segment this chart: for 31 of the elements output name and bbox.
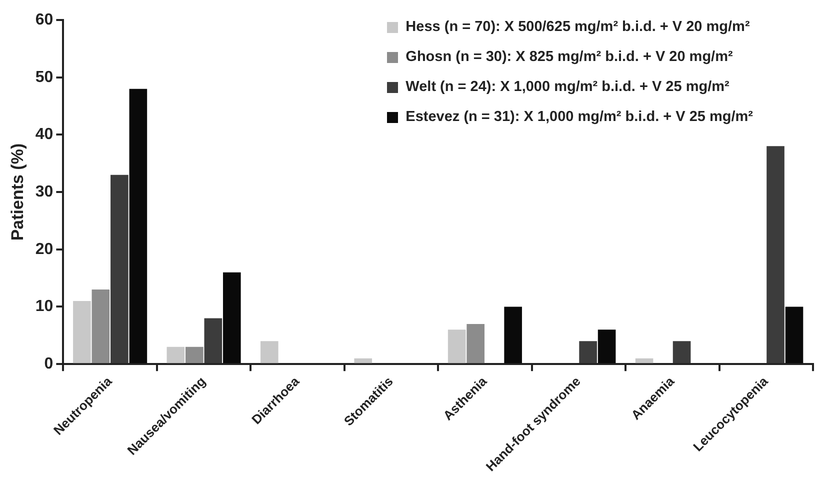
bar [166,346,185,364]
bar [766,146,784,364]
legend-label: Ghosn (n = 30): X 825 mg/m² b.i.d. + V 20 mg/m² [406,49,733,65]
bar [785,306,804,364]
bar [186,346,204,364]
y-axis-title: Patients (%) [8,143,27,241]
bar [129,88,148,364]
y-tick-label: 30 [35,183,54,200]
y-tick-label: 0 [44,355,54,372]
bar [504,306,522,364]
legend-label: Welt (n = 24): X 1,000 mg/m² b.i.d. + V 25 mg/m² [406,79,730,95]
bar [260,341,278,364]
bar [92,290,110,364]
y-tick-label: 40 [35,126,54,144]
y-tick-label: 20 [35,240,54,258]
legend-label: Estevez (n = 31): X 1,000 mg/m² b.i.d. + V 25 mg/m² [406,109,753,125]
bar [73,301,91,364]
bar [448,330,466,364]
bar [110,174,128,364]
bar [223,272,241,364]
bar [579,341,597,364]
bar [466,324,484,364]
bar [354,358,372,364]
bar [635,358,654,364]
y-tick-label: 50 [35,68,54,86]
legend-label: Hess (n = 70): X 500/625 mg/m² b.i.d. + V 20 mg/m² [406,19,750,35]
bar [598,330,616,364]
y-tick-label: 60 [35,11,54,28]
bar [204,318,222,364]
y-tick-label: 10 [35,298,54,316]
bar [672,341,691,364]
